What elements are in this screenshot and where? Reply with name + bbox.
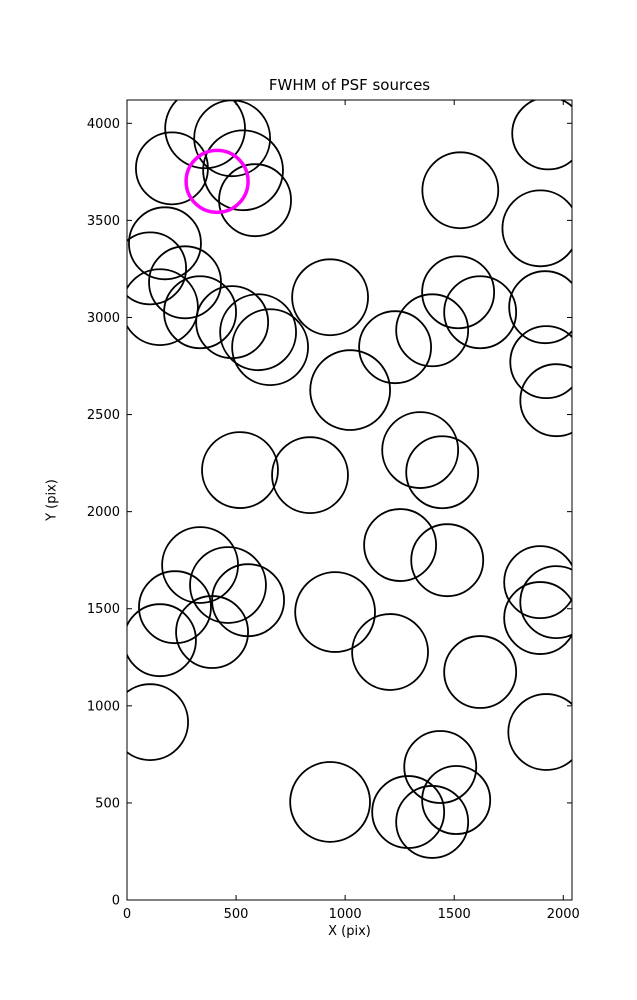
y-tick-label: 1500 xyxy=(87,602,120,617)
psf-source-circle xyxy=(503,545,572,620)
psf-source-circle xyxy=(175,595,249,669)
psf-source-circle xyxy=(127,268,199,347)
psf-source-circle xyxy=(395,785,470,859)
highlighted-psf-circle xyxy=(184,148,250,215)
psf-source-circle xyxy=(405,435,480,510)
psf-source-circle xyxy=(519,363,572,438)
psf-source-circle xyxy=(201,431,279,509)
psf-source-circle xyxy=(127,231,188,306)
psf-source-circle xyxy=(509,325,572,400)
psf-source-circle xyxy=(501,189,572,268)
psf-source-circle xyxy=(128,206,202,281)
psf-source-circle xyxy=(218,163,292,238)
x-tick-label: 1000 xyxy=(329,907,362,922)
x-tick-label: 1500 xyxy=(438,907,471,922)
plot-border xyxy=(126,99,573,901)
psf-source-circle xyxy=(163,275,237,350)
x-axis-label: X (pix) xyxy=(328,924,371,939)
psf-source-circle xyxy=(309,349,391,431)
y-tick-label: 4000 xyxy=(87,117,120,132)
psf-source-circle xyxy=(231,308,309,387)
psf-source-circle xyxy=(403,730,478,804)
psf-source-circle xyxy=(395,293,470,368)
psf-source-circle xyxy=(189,546,267,624)
y-tick-label: 3500 xyxy=(87,214,120,229)
scatter-points xyxy=(127,100,572,859)
psf-source-circle xyxy=(443,635,518,709)
psf-source-circle xyxy=(271,436,349,515)
psf-source-circle xyxy=(294,571,376,653)
x-tick-label: 500 xyxy=(224,907,249,922)
y-tick-label: 1000 xyxy=(87,699,120,714)
psf-source-circle xyxy=(507,693,572,771)
psf-source-circle xyxy=(358,310,432,385)
psf-source-circle xyxy=(127,683,189,761)
x-tick-label: 2000 xyxy=(547,907,580,922)
chart-title: FWHM of PSF sources xyxy=(268,76,431,94)
y-tick-label: 2000 xyxy=(87,505,120,520)
psf-source-circle xyxy=(138,570,212,645)
psf-source-circle xyxy=(519,565,572,640)
psf-source-circle xyxy=(421,255,496,330)
y-tick-label: 2500 xyxy=(87,408,120,423)
psf-source-circle xyxy=(511,100,572,171)
psf-source-circle xyxy=(202,129,284,212)
psf-source-circle xyxy=(508,270,572,345)
psf-source-circle xyxy=(503,581,572,655)
x-tick-label: 0 xyxy=(123,907,131,922)
psf-source-circle xyxy=(289,761,371,843)
psf-source-circle xyxy=(135,131,209,206)
psf-source-circle xyxy=(421,151,500,230)
psf-source-circle xyxy=(164,100,246,170)
psf-source-circle xyxy=(219,293,297,372)
psf-source-circle xyxy=(363,508,438,582)
psf-source-circle xyxy=(351,613,429,691)
y-tick-label: 3000 xyxy=(87,311,120,326)
psf-source-circle xyxy=(291,258,369,337)
psf-source-circle xyxy=(127,603,197,678)
y-tick-label: 0 xyxy=(112,894,120,909)
psf-source-circle xyxy=(443,275,518,350)
psf-source-circle xyxy=(421,765,492,835)
psf-source-circle xyxy=(410,523,485,598)
psf-source-circle xyxy=(161,526,239,604)
psf-source-circle xyxy=(195,285,270,360)
psf-source-circle xyxy=(381,411,460,489)
y-tick-label: 500 xyxy=(95,796,120,811)
